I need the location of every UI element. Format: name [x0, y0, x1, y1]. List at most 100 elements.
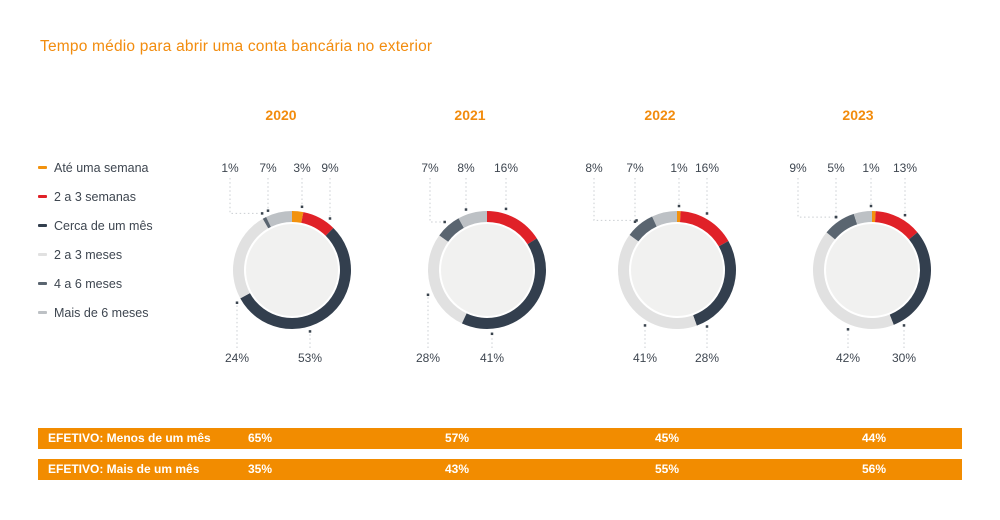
legend-item-2-a-3-semanas: 2 a 3 semanas — [38, 182, 153, 211]
legend-item-label: 2 a 3 meses — [54, 247, 123, 262]
connector-dot — [705, 212, 709, 215]
connector-dot — [635, 219, 638, 222]
donut-segment — [292, 211, 304, 223]
year-header-2022: 2022 — [644, 107, 676, 123]
legend-swatch — [38, 224, 47, 227]
donut-segment — [618, 234, 697, 329]
legend: Até uma semana 2 a 3 semanas Cerca de um… — [38, 153, 153, 327]
donut-segment — [652, 211, 677, 227]
donut-segment — [813, 232, 894, 329]
donut-inner-fill — [631, 224, 723, 316]
donut-segment — [458, 211, 487, 228]
totals-value-2021: 57% — [445, 431, 470, 445]
donut-label: 42% — [836, 351, 860, 365]
donut-label: 30% — [892, 351, 916, 365]
donut-label: 5% — [827, 161, 845, 175]
year-header-2021: 2021 — [454, 107, 486, 123]
donut-segment — [487, 211, 537, 245]
donut-label: 28% — [416, 351, 440, 365]
donut-svg: 1% 7% 3% 9% 24% 53% — [221, 161, 351, 365]
donut-inner-fill — [246, 224, 338, 316]
connector-dot — [308, 330, 312, 333]
donut-chart-2023: 9% 5% 1% 13% 42% 30% — [772, 130, 972, 380]
label-connector-line — [593, 178, 634, 221]
donut-segment — [677, 211, 681, 223]
legend-item-label: Cerca de um mês — [54, 218, 153, 233]
donut-segment — [853, 211, 872, 225]
legend-item-label: Até uma semana — [54, 160, 149, 175]
donut-segment — [679, 211, 729, 247]
donut-label: 7% — [626, 161, 644, 175]
connector-dot — [443, 220, 446, 224]
totals-value-2022: 55% — [655, 462, 680, 476]
connector-dot — [426, 293, 430, 297]
page-title: Tempo médio para abrir uma conta bancári… — [40, 38, 433, 55]
donut-chart-2022: 8% 7% 1% 16% 41% 28% — [577, 130, 777, 380]
donut-svg: 7% 8% 16% 28% 41% — [416, 161, 546, 365]
legend-swatch — [38, 166, 47, 169]
connector-dot — [504, 207, 508, 211]
totals-row-label: EFETIVO: Mais de um mês — [48, 462, 200, 476]
donut-inner-fill — [441, 224, 533, 316]
donut-label: 1% — [670, 161, 688, 175]
donut-segment — [875, 211, 918, 240]
connector-dot — [260, 212, 264, 215]
connector-dot — [633, 220, 637, 223]
donut-segment — [872, 211, 876, 223]
connector-dot — [328, 217, 332, 220]
donut-label: 8% — [585, 161, 603, 175]
donut-label: 13% — [893, 161, 917, 175]
donut-segment — [461, 238, 546, 329]
legend-item-cerca-de-um-mes: Cerca de um mês — [38, 211, 153, 240]
donut-segment — [439, 218, 464, 242]
donut-segment — [233, 218, 269, 299]
legend-item-2-a-3-meses: 2 a 3 meses — [38, 240, 153, 269]
totals-value-2023: 44% — [862, 431, 887, 445]
connector-dot — [643, 324, 647, 327]
donut-label: 9% — [789, 161, 807, 175]
label-connector-line — [229, 178, 260, 214]
donut-label: 53% — [298, 351, 322, 365]
totals-value-2022: 45% — [655, 431, 680, 445]
legend-item-ate-uma-semana: Até uma semana — [38, 153, 153, 182]
donut-segment — [266, 211, 292, 227]
year-header-2023: 2023 — [842, 107, 874, 123]
donut-label: 3% — [293, 161, 311, 175]
legend-item-4-a-6-meses: 4 a 6 meses — [38, 269, 153, 298]
donut-chart-2020: 1% 7% 3% 9% 24% 53% — [192, 130, 392, 380]
donut-label: 8% — [457, 161, 475, 175]
connector-dot — [235, 301, 239, 304]
legend-swatch — [38, 311, 47, 314]
donut-label: 9% — [321, 161, 339, 175]
totals-value-2020: 65% — [248, 431, 273, 445]
donut-svg: 8% 7% 1% 16% 41% 28% — [585, 161, 736, 365]
donut-label: 1% — [221, 161, 239, 175]
connector-dot — [869, 204, 873, 208]
connector-dot — [902, 324, 906, 327]
donut-label: 1% — [862, 161, 880, 175]
donut-segment — [826, 213, 858, 240]
connector-dot — [266, 209, 270, 212]
donut-label: 7% — [421, 161, 439, 175]
legend-item-label: 4 a 6 meses — [54, 276, 123, 291]
label-connector-line — [429, 178, 442, 223]
donut-label: 16% — [695, 161, 719, 175]
legend-swatch — [38, 282, 47, 285]
legend-item-label: Mais de 6 meses — [54, 305, 149, 320]
donut-segment — [629, 216, 657, 242]
legend-item-label: 2 a 3 semanas — [54, 189, 136, 204]
donut-segment — [262, 216, 271, 229]
year-header-2020: 2020 — [265, 107, 297, 123]
donut-segment — [693, 241, 736, 326]
donut-label: 7% — [259, 161, 277, 175]
connector-dot — [300, 205, 304, 209]
legend-item-mais-de-6-meses: Mais de 6 meses — [38, 298, 153, 327]
donut-segment — [240, 227, 351, 329]
donut-label: 24% — [225, 351, 249, 365]
totals-value-2020: 35% — [248, 462, 273, 476]
donut-segment — [301, 212, 334, 236]
donut-svg: 9% 5% 1% 13% 42% 30% — [789, 161, 931, 365]
totals-row-mais-de-um-mes: EFETIVO: Mais de um mês 35% 43% 55% 56% — [38, 459, 962, 480]
totals-row-label: EFETIVO: Menos de um mês — [48, 431, 211, 445]
